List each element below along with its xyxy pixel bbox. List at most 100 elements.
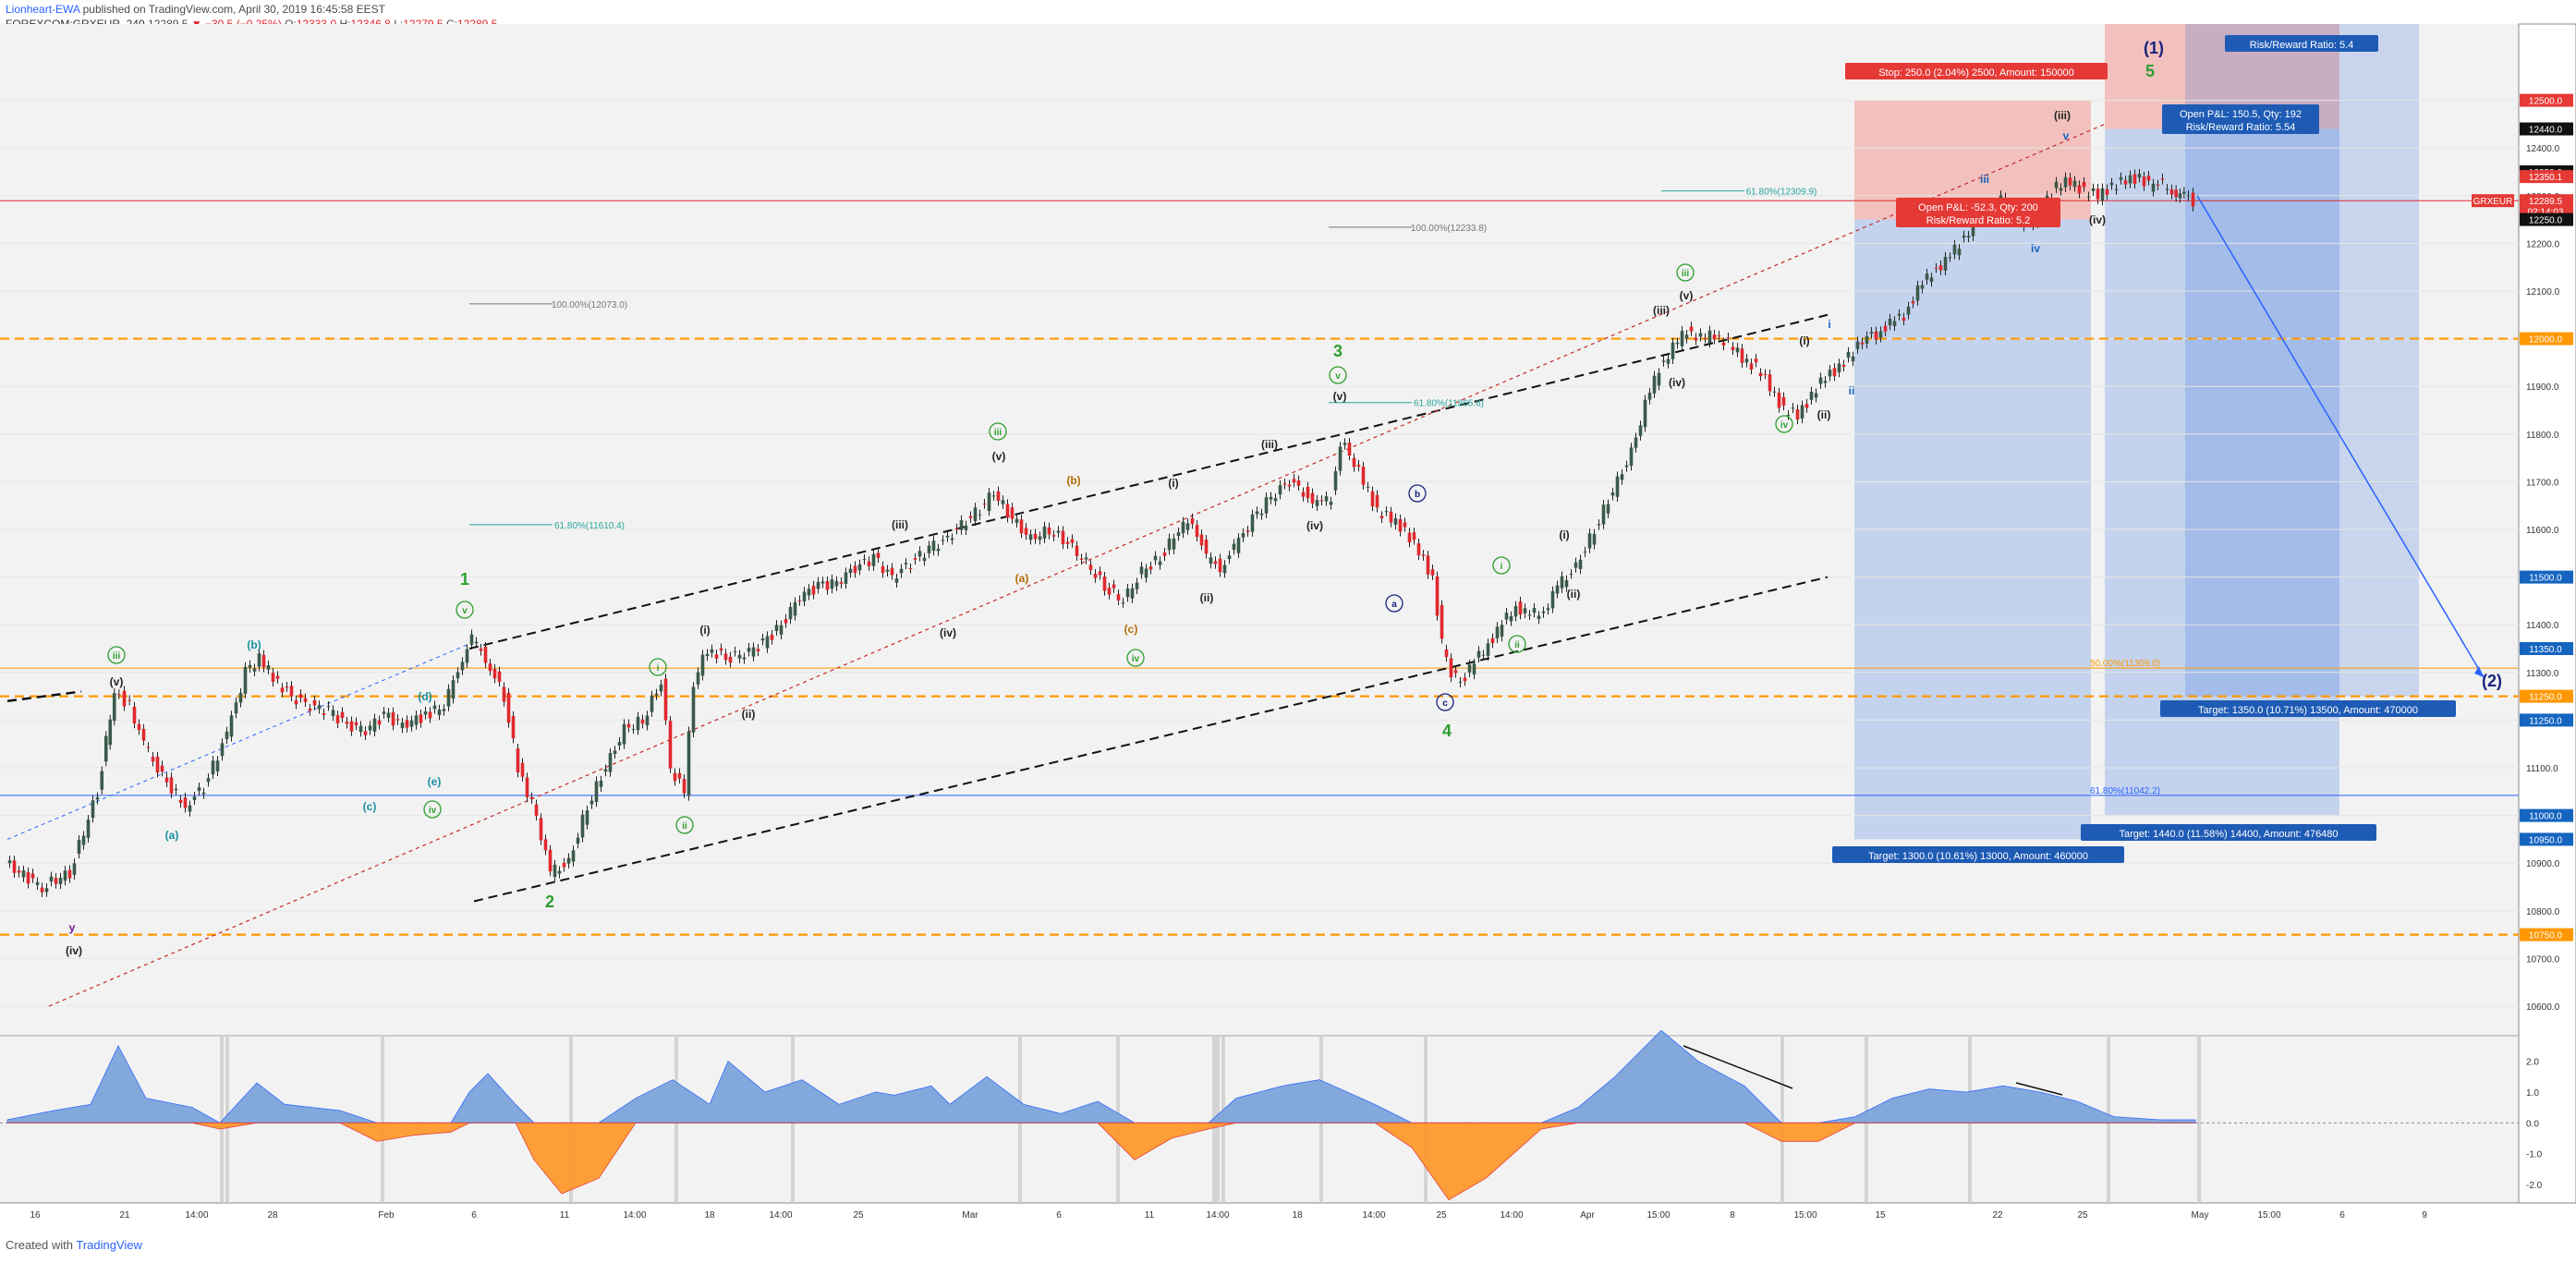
tradingview-logo[interactable]: TradingView: [76, 1238, 142, 1252]
candle: [784, 619, 788, 624]
candle: [1125, 589, 1130, 598]
candle: [1888, 318, 1892, 325]
wave-label: (v): [1333, 390, 1347, 403]
candle: [103, 735, 108, 762]
candle: [2137, 174, 2142, 178]
candle: [1652, 375, 1657, 394]
candle: [1855, 341, 1860, 349]
candle: [894, 578, 899, 583]
candle: [1624, 465, 1629, 468]
candle: [839, 582, 844, 584]
candle: [830, 579, 834, 589]
candle: [7, 860, 12, 864]
candle: [77, 840, 81, 854]
price-tag: [2520, 928, 2573, 941]
author-link[interactable]: Lionheart-EWA: [6, 3, 80, 16]
candle: [613, 750, 617, 755]
candle: [1435, 576, 1440, 616]
wave-label: y: [69, 921, 76, 934]
candle: [871, 553, 876, 566]
candle: [2072, 180, 2077, 188]
wave-label: (a): [165, 829, 179, 842]
candle: [391, 711, 395, 726]
candle: [525, 777, 529, 797]
x-tick-label: 6: [471, 1210, 477, 1220]
candle: [1938, 265, 1943, 271]
candle: [1698, 333, 1703, 337]
candle: [848, 568, 853, 574]
candle: [479, 649, 483, 651]
candle: [710, 649, 714, 653]
candle: [72, 863, 77, 875]
candle: [271, 673, 275, 682]
candle: [63, 870, 67, 881]
projection-arrowhead: [2474, 665, 2484, 677]
price-tag-label: 11000.0: [2529, 812, 2562, 822]
candle: [1324, 496, 1329, 502]
wave-circle: [1408, 484, 1427, 503]
candle: [539, 818, 543, 841]
candle: [1167, 538, 1172, 551]
wave-label: (b): [247, 638, 261, 651]
candle: [1915, 285, 1920, 301]
candle: [913, 558, 917, 560]
x-tick-label: 11: [1145, 1210, 1155, 1220]
candle: [294, 700, 298, 705]
candle: [608, 752, 613, 772]
candle: [779, 625, 784, 635]
candle: [1578, 559, 1583, 569]
channel-line: [6, 690, 82, 703]
price-tag-label: 10750.0: [2529, 931, 2563, 941]
candle: [765, 636, 770, 649]
candle: [1509, 615, 1513, 622]
candle: [834, 580, 839, 587]
candle: [867, 561, 871, 566]
price-tag: [2520, 642, 2573, 656]
candle: [409, 720, 414, 727]
target-zone-3: [2185, 24, 2419, 697]
x-tick-label: 16: [30, 1210, 41, 1220]
candle: [1056, 530, 1061, 533]
candle: [1107, 588, 1112, 595]
candle: [1347, 443, 1352, 455]
candle: [1398, 519, 1403, 532]
candle: [1587, 533, 1592, 549]
candle: [1971, 218, 1975, 237]
osc-divergence-line: [1683, 1045, 1793, 1089]
candle: [1416, 543, 1421, 555]
wave-label: iv: [2031, 242, 2040, 255]
candle: [881, 565, 885, 574]
candle: [456, 672, 460, 679]
price-tag: [2520, 570, 2573, 584]
candle: [973, 507, 978, 521]
candle: [395, 719, 400, 721]
candle: [1144, 568, 1148, 578]
wave-label: (iv): [1669, 376, 1685, 389]
candle: [1338, 446, 1343, 471]
candle: [1010, 507, 1015, 519]
wave-label: a: [1391, 600, 1397, 610]
candle: [368, 725, 372, 731]
candle: [987, 492, 991, 512]
wave-label: (iii): [2054, 109, 2071, 122]
price-tag-label: 12500.0: [2529, 97, 2563, 107]
candle: [95, 796, 100, 800]
wave-label: (iv): [66, 944, 82, 957]
wave-label: 2: [545, 893, 554, 911]
candle: [1296, 480, 1301, 486]
wave-label: (1): [2144, 39, 2164, 57]
wave-label: 1: [460, 570, 469, 589]
candle: [1564, 579, 1569, 588]
candle: [1292, 479, 1296, 483]
y-tick-label: 11600.0: [2526, 526, 2559, 536]
candle: [1684, 334, 1689, 339]
candle: [580, 814, 585, 838]
fib-label: 100.00%(12233.8): [1411, 224, 1487, 234]
candle: [516, 748, 520, 773]
candle: [820, 581, 825, 584]
x-tick-label: 15: [1875, 1210, 1886, 1220]
candle: [26, 872, 30, 884]
candle: [238, 692, 243, 703]
candle: [174, 788, 178, 791]
